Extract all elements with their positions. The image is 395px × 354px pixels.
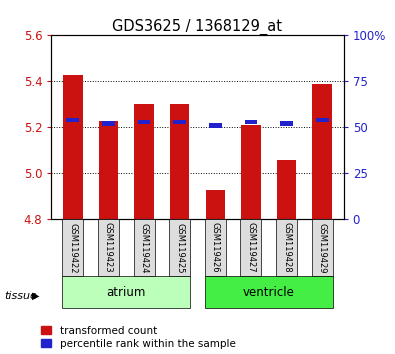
Bar — [280, 121, 293, 126]
Bar — [312, 84, 332, 219]
Bar — [245, 120, 257, 124]
Bar — [205, 219, 226, 276]
Bar — [66, 118, 79, 122]
Bar — [62, 276, 190, 308]
Bar — [170, 104, 190, 219]
Text: GSM119427: GSM119427 — [246, 222, 256, 273]
Text: ventricle: ventricle — [243, 286, 295, 298]
Bar — [277, 160, 296, 219]
Text: GSM119425: GSM119425 — [175, 223, 184, 273]
Bar — [138, 120, 150, 124]
Bar — [316, 118, 329, 122]
Title: GDS3625 / 1368129_at: GDS3625 / 1368129_at — [113, 19, 282, 35]
Bar — [241, 219, 261, 276]
Bar — [169, 219, 190, 276]
Text: atrium: atrium — [107, 286, 146, 298]
Text: GSM119422: GSM119422 — [68, 223, 77, 273]
Text: tissue: tissue — [4, 291, 37, 301]
Text: GSM119429: GSM119429 — [318, 223, 327, 273]
Bar — [276, 219, 297, 276]
Bar — [98, 219, 119, 276]
Bar — [134, 104, 154, 219]
Text: GSM119426: GSM119426 — [211, 222, 220, 273]
Text: ▶: ▶ — [32, 291, 40, 301]
Legend: transformed count, percentile rank within the sample: transformed count, percentile rank withi… — [41, 326, 235, 349]
Bar — [134, 219, 154, 276]
Text: GSM119423: GSM119423 — [104, 222, 113, 273]
Bar — [312, 219, 333, 276]
Bar — [99, 120, 118, 219]
Text: GSM119428: GSM119428 — [282, 222, 291, 273]
Bar — [102, 121, 115, 126]
Bar — [205, 190, 225, 219]
Bar — [63, 75, 83, 219]
Bar — [241, 125, 261, 219]
Bar — [173, 120, 186, 124]
Text: GSM119424: GSM119424 — [139, 223, 149, 273]
Bar — [209, 123, 222, 128]
Bar — [62, 219, 83, 276]
Bar — [205, 276, 333, 308]
